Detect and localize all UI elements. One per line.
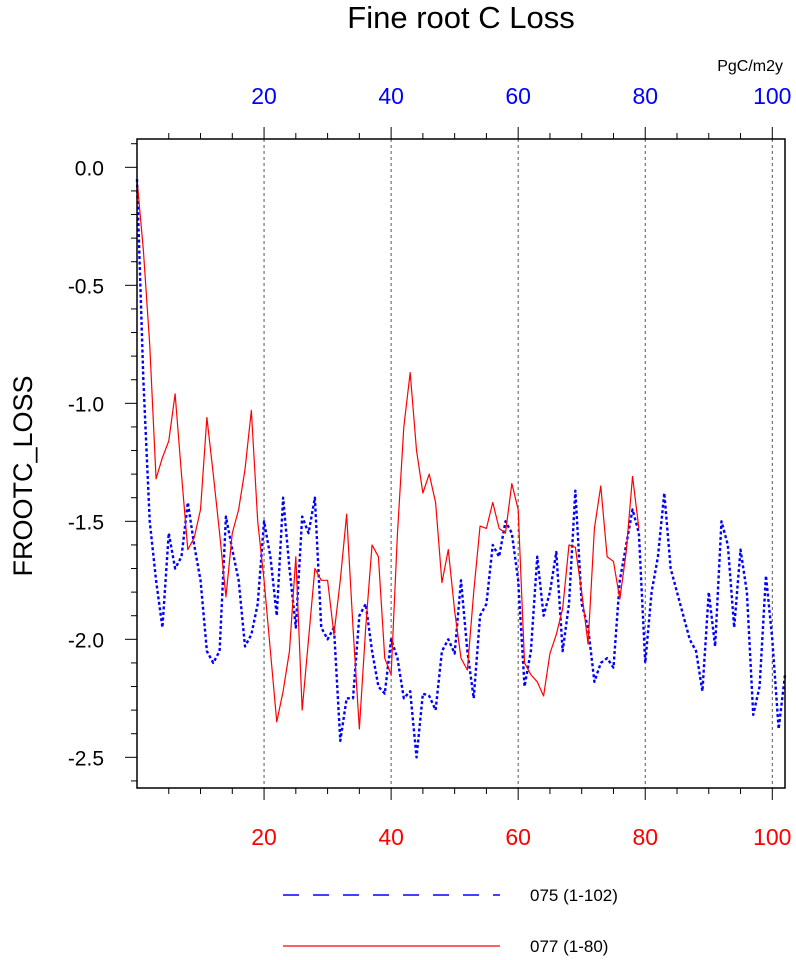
- bottom-x-tick-label-80: 80: [632, 824, 658, 850]
- grid-lines: [263, 139, 773, 788]
- axis-labels: 0.0 -0.5 -1.0 -1.5 -2.0 -2.5 20 40 60 80 100 20 40 60…: [68, 83, 792, 850]
- y-tick-label-5: -2.5: [68, 747, 104, 770]
- top-x-tick-label-100: 100: [753, 83, 791, 109]
- y-tick-label-0: 0.0: [75, 157, 104, 180]
- y-tick-label-4: -2.0: [68, 629, 104, 652]
- plot-frame: [136, 138, 786, 789]
- top-x-tick-label-20: 20: [251, 83, 277, 109]
- series-line-0: [135, 179, 787, 759]
- legend: 075 (1-102) 077 (1-80): [283, 886, 618, 956]
- y-tick-label-2: -1.0: [68, 393, 104, 416]
- series-line-1: [136, 179, 640, 730]
- bottom-x-tick-label-60: 60: [505, 824, 531, 850]
- top-x-tick-label-60: 60: [505, 83, 531, 109]
- axis-ticks: [125, 127, 773, 800]
- bottom-x-tick-label-20: 20: [251, 824, 277, 850]
- top-x-tick-label-40: 40: [378, 83, 404, 109]
- series-layer: [135, 179, 787, 759]
- chart-units: PgC/m2y: [717, 58, 783, 75]
- legend-label-1: 077 (1-80): [530, 937, 608, 956]
- y-tick-label-3: -1.5: [68, 511, 104, 534]
- y-axis-label: FROOTC_LOSS: [8, 375, 38, 576]
- bottom-x-tick-label-40: 40: [378, 824, 404, 850]
- bottom-x-tick-label-100: 100: [753, 824, 791, 850]
- y-tick-label-1: -0.5: [68, 275, 104, 298]
- top-x-tick-label-80: 80: [632, 83, 658, 109]
- chart-title: Fine root C Loss: [347, 0, 574, 35]
- legend-label-0: 075 (1-102): [530, 886, 618, 905]
